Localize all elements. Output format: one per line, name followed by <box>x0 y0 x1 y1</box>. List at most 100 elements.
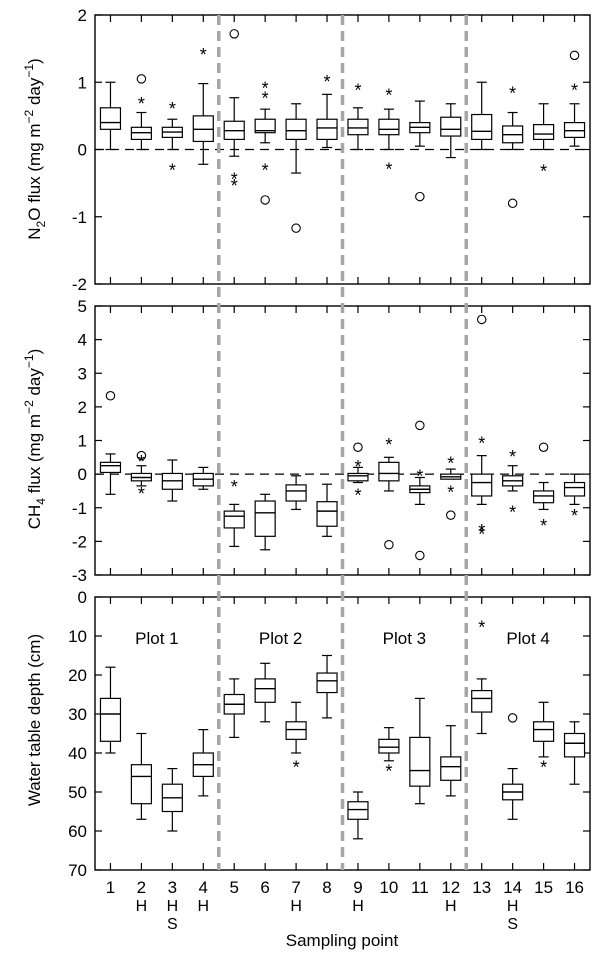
extreme-value-star: * <box>509 83 516 103</box>
y-tick-label: 5 <box>78 297 87 316</box>
interquartile-box <box>99 107 122 130</box>
interquartile-box <box>316 672 338 694</box>
x-tick-label: 15 <box>534 878 553 897</box>
x-tick-label: 2 <box>137 878 146 897</box>
extreme-value-star: * <box>231 169 238 189</box>
y-tick-label: 50 <box>68 783 87 802</box>
extreme-value-star: * <box>540 161 547 181</box>
interquartile-box <box>254 678 276 703</box>
outlier-circle <box>446 510 456 520</box>
extreme-value-star: * <box>138 94 145 114</box>
outlier-circle <box>507 713 518 723</box>
x-tick-label: 8 <box>322 878 331 897</box>
water-table-y-axis-title: Water table depth (cm) <box>25 634 44 806</box>
box-plot-point-10: ** <box>378 85 400 179</box>
x-tick-label: 14 <box>503 878 522 897</box>
outlier-circle <box>415 420 425 431</box>
extreme-value-star: * <box>354 486 361 506</box>
extreme-value-star: * <box>138 484 145 504</box>
extreme-value-star: * <box>385 435 392 455</box>
outlier-circle <box>538 442 549 452</box>
box-plot-point-5: ** <box>223 29 245 196</box>
y-tick-label: 1 <box>78 432 87 451</box>
extreme-value-star: * <box>354 457 361 477</box>
interquartile-box <box>532 124 555 141</box>
box-plot-point-13: *** <box>471 314 493 544</box>
box-plot-point-8 <box>316 483 338 537</box>
extreme-value-star: * <box>293 758 300 778</box>
y-tick-label: 2 <box>78 398 87 417</box>
outlier-circle <box>353 442 363 452</box>
x-tick-label: 7 <box>291 878 300 897</box>
extreme-value-star: * <box>509 502 516 522</box>
box-plot-point-2: ** <box>130 450 153 504</box>
extreme-value-star: * <box>385 762 392 782</box>
y-tick-label: 0 <box>78 465 87 484</box>
extreme-value-star: * <box>385 159 392 179</box>
y-tick-label: 0 <box>78 141 87 160</box>
outlier-circle <box>476 314 487 325</box>
box-plot-point-14: * <box>502 83 524 209</box>
box-plot-point-5: * <box>223 477 245 548</box>
y-tick-label: 3 <box>78 364 87 383</box>
interquartile-box <box>347 472 369 482</box>
y-tick-label: -1 <box>72 499 87 518</box>
x-tick-label: 11 <box>411 878 429 897</box>
interquartile-box <box>471 113 493 141</box>
box-plot-point-6 <box>254 662 276 723</box>
outlier-circle <box>415 191 425 202</box>
box-plot-point-2: * <box>130 74 153 151</box>
interquartile-box <box>285 484 307 502</box>
interquartile-box <box>99 461 122 474</box>
outlier-circle <box>136 450 147 461</box>
extreme-value-star: * <box>169 99 176 119</box>
extreme-value-star: * <box>138 452 145 472</box>
box-plot-point-4 <box>192 728 214 797</box>
x-tick-label: 6 <box>260 878 269 897</box>
extreme-value-star: * <box>571 81 578 101</box>
box-plot-point-15: * <box>532 442 555 536</box>
extreme-value-star: * <box>509 447 516 467</box>
interquartile-box <box>285 721 307 740</box>
outlier-circle <box>105 391 116 401</box>
box-plot-point-8 <box>316 654 338 719</box>
box-plot-point-10: * <box>378 435 400 550</box>
extreme-value-star: * <box>169 161 176 181</box>
extreme-value-star: * <box>231 477 238 497</box>
box-plot-point-3 <box>161 767 183 832</box>
box-plot-point-11 <box>409 697 431 805</box>
y-tick-label: -2 <box>72 275 87 294</box>
y-tick-label: 4 <box>78 331 87 350</box>
outlier-circle <box>415 550 425 561</box>
extreme-value-star: * <box>447 454 454 474</box>
box-plot-point-13: * <box>471 617 493 735</box>
y-tick-label: 1 <box>78 73 87 92</box>
x-flag-label-row2: S <box>507 916 518 933</box>
box-plot-point-16 <box>563 721 586 785</box>
interquartile-box <box>285 118 307 141</box>
x-tick-label: 1 <box>106 878 115 897</box>
interquartile-box <box>378 118 400 136</box>
box-plot-point-15: * <box>532 701 555 778</box>
y-tick-label: -3 <box>72 566 87 585</box>
interquartile-box <box>223 510 245 529</box>
x-tick-label: 10 <box>379 878 398 897</box>
extreme-value-star: * <box>447 482 454 502</box>
interquartile-box <box>563 732 586 758</box>
plot-label-3: Plot 3 <box>383 629 426 648</box>
x-tick-label: 16 <box>565 878 584 897</box>
x-flag-label-row1: H <box>352 898 364 915</box>
interquartile-box <box>378 738 400 754</box>
plot-label-4: Plot 4 <box>506 629 549 648</box>
x-flag-label-row1: H <box>290 898 302 915</box>
interquartile-box <box>130 764 153 805</box>
box-plot-point-12 <box>440 725 462 797</box>
box-plot-point-4: * <box>192 45 214 165</box>
box-plot-point-7 <box>285 103 307 233</box>
extreme-value-star: * <box>416 466 423 486</box>
box-plot-point-11 <box>409 100 431 202</box>
box-plot-point-9 <box>347 791 369 840</box>
